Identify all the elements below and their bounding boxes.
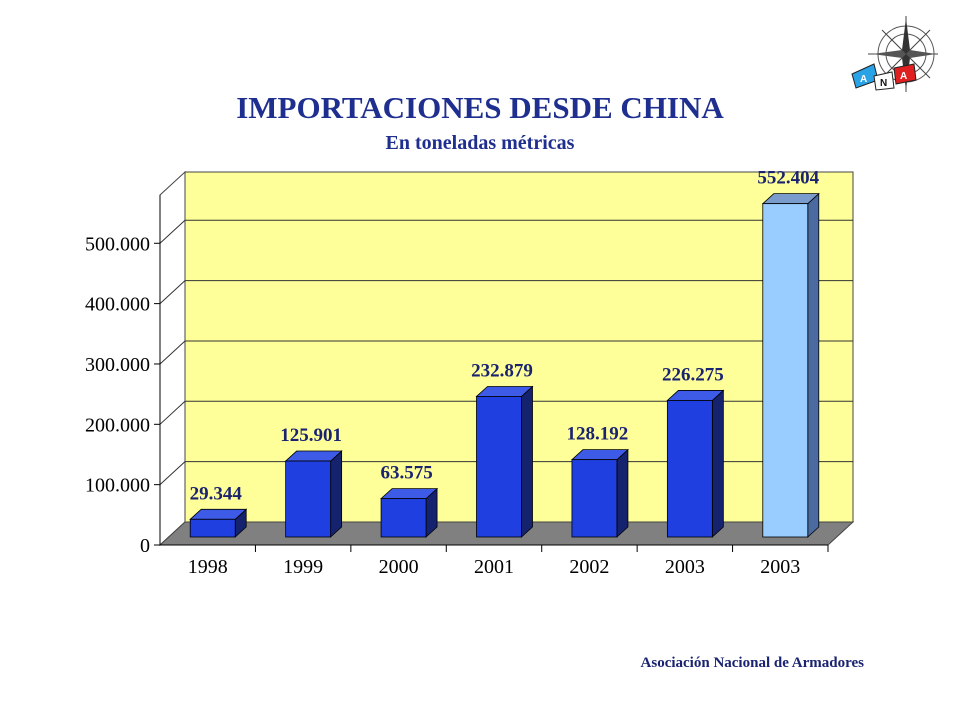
x-tick-label: 2003 (665, 556, 705, 578)
bar (571, 459, 618, 538)
bar (380, 498, 427, 538)
logo-letter-1: A (860, 74, 867, 85)
compass-rose-logo: A N A (851, 16, 938, 92)
data-label: 128.192 (567, 424, 629, 445)
gridline (159, 280, 853, 304)
y-tick-label: 400.000 (85, 294, 150, 316)
data-label: 232.879 (471, 360, 533, 381)
gridline (159, 340, 853, 365)
bar-side (807, 192, 820, 538)
y-tick-label: 100.000 (85, 475, 150, 497)
bar-side (330, 450, 343, 538)
data-label: 552.404 (757, 168, 819, 189)
x-tick-label: 2002 (569, 556, 609, 578)
bar-side (711, 389, 724, 538)
y-tick-label: 500.000 (85, 233, 150, 255)
x-tick-label: 1998 (188, 556, 228, 578)
gridline (159, 400, 853, 425)
chart-title: IMPORTACIONES DESDE CHINA (236, 90, 724, 125)
y-tick-label: 0 (140, 535, 150, 557)
plot-side-wall (159, 170, 186, 547)
chart-subtitle: En toneladas métricas (385, 132, 575, 154)
gridline (159, 461, 853, 486)
bar (476, 396, 522, 538)
bar-side (616, 448, 629, 538)
logo-letter-3: A (900, 71, 907, 82)
data-label: 226.275 (662, 364, 724, 385)
footer-credit: Asociación Nacional de Armadores (640, 655, 864, 671)
y-tick-label: 200.000 (85, 414, 150, 436)
y-tick-label: 300.000 (85, 354, 150, 376)
bar (285, 460, 332, 538)
logo-letter-2: N (880, 78, 887, 89)
bar (666, 400, 713, 538)
x-tick-label: 2000 (379, 556, 419, 578)
data-label: 63.575 (380, 463, 432, 484)
x-tick-label: 2001 (474, 556, 514, 578)
data-label: 125.901 (280, 425, 342, 446)
gridline (159, 219, 853, 244)
x-tick-label: 2003 (760, 556, 800, 578)
x-tick-label: 1999 (283, 556, 323, 578)
bar (189, 518, 236, 538)
bar (762, 203, 809, 538)
bar-side (521, 385, 533, 538)
data-label: 29.344 (190, 483, 243, 504)
